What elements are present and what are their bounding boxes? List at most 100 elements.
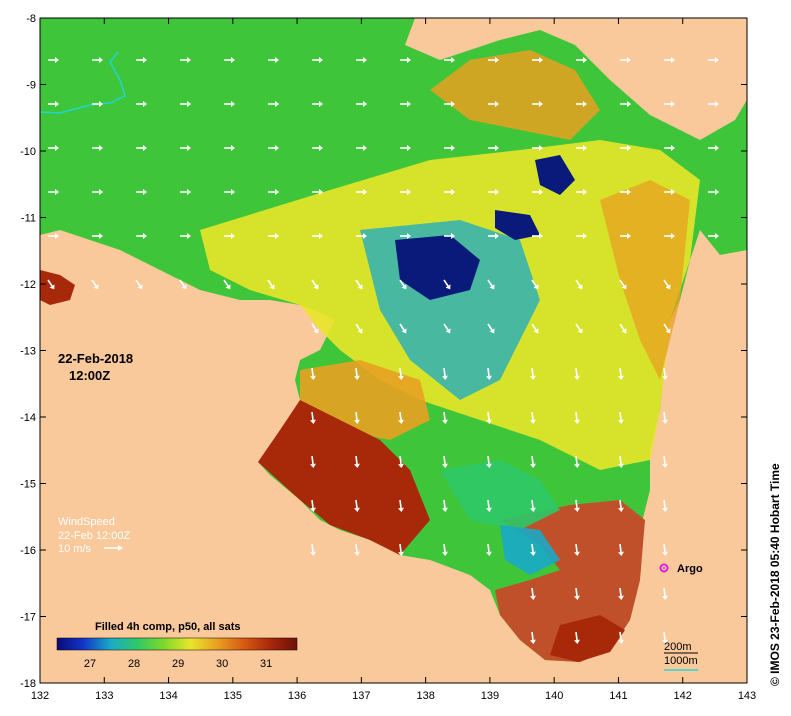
lat-axis: -8 -9 -10 -11 -12 -13 -14 -15 -16 -17 -18 xyxy=(20,13,747,690)
wind-arrow xyxy=(48,57,59,63)
wind-arrow xyxy=(443,323,451,334)
wind-arrow xyxy=(136,233,147,239)
wind-arrow xyxy=(619,279,627,290)
lat-tick-label: -9 xyxy=(26,80,36,92)
wind-arrow xyxy=(618,587,624,600)
lon-tick-label: 140 xyxy=(545,690,563,702)
date-line1: 22-Feb-2018 xyxy=(58,351,133,366)
wind-arrow xyxy=(530,455,536,468)
lon-tick-label: 138 xyxy=(416,690,434,702)
wind-arrow xyxy=(268,233,279,239)
argo-marker xyxy=(659,563,669,573)
wind-arrows xyxy=(47,57,719,644)
wind-arrow xyxy=(576,233,587,239)
wind-legend-arrow xyxy=(104,545,123,551)
wind-arrow xyxy=(620,233,631,239)
wind-arrow xyxy=(311,279,319,290)
wind-arrow xyxy=(268,57,279,63)
lat-tick-label: -16 xyxy=(20,545,36,557)
wind-arrow xyxy=(224,145,235,151)
wind-arrow xyxy=(708,57,719,63)
wind-arrow xyxy=(662,411,668,424)
wind-arrow xyxy=(575,279,583,290)
wind-arrow xyxy=(486,499,492,512)
argo-label: Argo xyxy=(677,563,703,575)
lon-tick-label: 141 xyxy=(609,690,627,702)
colorbar-tick-label: 29 xyxy=(172,658,184,670)
wind-arrow xyxy=(531,323,539,334)
wind-arrow xyxy=(708,233,719,239)
wind-arrow xyxy=(400,57,411,63)
wind-arrow xyxy=(398,367,404,380)
wind-arrow xyxy=(443,279,451,290)
wind-arrow xyxy=(530,499,536,512)
wind-arrow xyxy=(356,101,367,107)
colorbar-tick-label: 31 xyxy=(260,658,272,670)
wind-arrow xyxy=(310,367,316,380)
wind-arrow xyxy=(48,101,59,107)
wind-arrow xyxy=(574,587,580,600)
wind-arrow xyxy=(354,499,360,512)
colorbar-title: Filled 4h comp, p50, all sats xyxy=(95,621,241,633)
wind-arrow xyxy=(532,233,543,239)
wind-arrow xyxy=(486,367,492,380)
wind-arrow xyxy=(618,543,624,556)
wind-arrow xyxy=(486,455,492,468)
wind-arrow xyxy=(356,233,367,239)
wind-arrow xyxy=(136,189,147,195)
wind-arrow xyxy=(618,499,624,512)
wind-arrow xyxy=(662,631,668,644)
wind-arrow xyxy=(664,189,675,195)
wind-arrow xyxy=(48,145,59,151)
wind-arrow xyxy=(356,189,367,195)
wind-arrow xyxy=(444,57,455,63)
contour-1000m-label: 1000m xyxy=(664,655,698,667)
wind-arrow xyxy=(708,101,719,107)
wind-arrow xyxy=(663,279,671,290)
wind-arrow xyxy=(356,145,367,151)
wind-arrow xyxy=(662,455,668,468)
lat-tick-label: -10 xyxy=(20,146,36,158)
wind-arrow xyxy=(618,455,624,468)
wind-arrow xyxy=(708,145,719,151)
wind-arrow xyxy=(574,411,580,424)
lat-tick-label: -14 xyxy=(20,412,36,424)
coastline-cyan-line xyxy=(39,51,126,114)
wind-arrow xyxy=(575,323,583,334)
lat-tick-label: -12 xyxy=(20,279,36,291)
wind-arrow xyxy=(618,367,624,380)
wind-arrow xyxy=(488,189,499,195)
wind-arrow xyxy=(532,189,543,195)
wind-arrow xyxy=(135,279,143,290)
wind-arrow xyxy=(444,189,455,195)
wind-arrow xyxy=(530,631,536,644)
wind-arrow xyxy=(442,455,448,468)
wind-legend-title: WindSpeed xyxy=(58,516,115,528)
wind-arrow xyxy=(48,189,59,195)
sea-navy-patch-3 xyxy=(495,210,540,240)
wind-arrow xyxy=(179,279,187,290)
wind-arrow xyxy=(310,543,316,556)
wind-arrow xyxy=(620,145,631,151)
colorbar-tick-label: 27 xyxy=(84,658,96,670)
wind-arrow xyxy=(576,189,587,195)
wind-arrow xyxy=(92,145,103,151)
wind-arrow xyxy=(574,455,580,468)
wind-arrow xyxy=(532,101,543,107)
wind-arrow xyxy=(136,145,147,151)
lon-axis: 132 133 134 135 136 137 138 139 140 141 142 143 xyxy=(31,18,756,702)
wind-arrow xyxy=(488,145,499,151)
wind-arrow xyxy=(487,279,495,290)
wind-arrow xyxy=(224,101,235,107)
wind-arrow xyxy=(664,101,675,107)
wind-arrow xyxy=(620,189,631,195)
wind-arrow xyxy=(576,101,587,107)
lon-tick-label: 134 xyxy=(159,690,177,702)
colorbar xyxy=(56,637,298,651)
wind-arrow xyxy=(312,101,323,107)
wind-arrow xyxy=(400,101,411,107)
lat-tick-label: -11 xyxy=(21,213,36,225)
wind-arrow xyxy=(136,101,147,107)
wind-arrow xyxy=(664,57,675,63)
